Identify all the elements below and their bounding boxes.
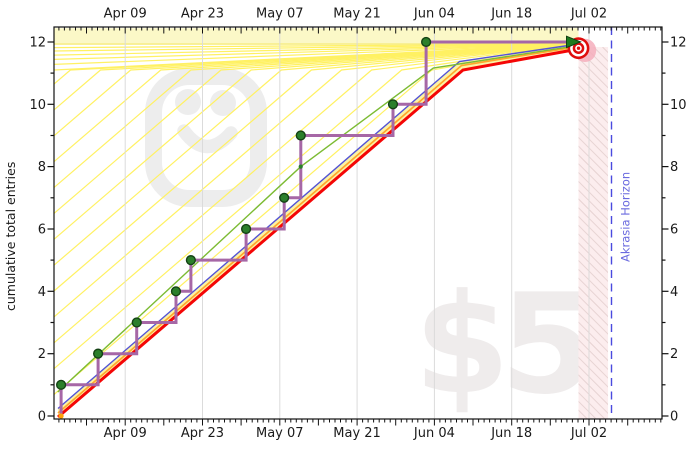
x-axis-label-bottom: Apr 09: [104, 426, 147, 441]
danger-zone-hatch: [578, 207, 609, 239]
danger-zone-hatch: [593, 47, 609, 63]
y-tick-label-right: 6: [670, 222, 678, 237]
x-axis-label-top: Jun 04: [413, 7, 455, 22]
danger-zone-hatch: [578, 145, 609, 177]
y-tick-label-right: 12: [670, 35, 687, 50]
road-guideline: [53, 43, 579, 240]
road-guideline-far: [53, 43, 579, 52]
akrasia-horizon-label: Akrasia Horizon: [619, 172, 633, 262]
goal-arrow-icon: [566, 35, 582, 49]
x-axis-label-top: May 21: [333, 7, 381, 22]
road-guideline: [53, 43, 579, 318]
danger-zone-hatch: [578, 171, 609, 203]
danger-zone-hatch: [578, 75, 609, 107]
bright-red-line: [57, 47, 579, 419]
x-axis-label-top: Apr 23: [181, 7, 224, 22]
datapoint: [131, 317, 142, 328]
danger-zone-hatch: [578, 136, 609, 168]
danger-zone-hatch: [578, 66, 609, 98]
y-tick-label-left: 6: [38, 222, 46, 237]
danger-zone-hatch: [578, 57, 609, 89]
y-tick-label-left: 4: [38, 285, 46, 300]
road-centerline-orange: [57, 45, 579, 414]
y-tick-label-left: 12: [29, 35, 46, 50]
danger-zone-hatch: [578, 189, 609, 221]
road-guideline: [53, 43, 579, 292]
road-guideline: [53, 43, 579, 266]
datapoint: [92, 348, 104, 359]
danger-zone-hatch: [578, 180, 609, 212]
x-axis-label-bottom: Jun 04: [413, 426, 455, 441]
road-guideline-far: [53, 43, 579, 60]
y-tick-label-right: 0: [670, 410, 678, 425]
danger-zone-hatch: [602, 47, 609, 54]
danger-zone-hatch: [578, 391, 606, 419]
intermediate-datapoint: [298, 164, 303, 169]
road-blue-edge: [57, 43, 579, 410]
datapoint: [279, 192, 290, 203]
danger-zone-hatch: [578, 215, 609, 247]
y-tick-label-left: 0: [38, 410, 46, 425]
x-axis-label-bottom: Jul 02: [570, 426, 607, 441]
y-tick-label-left: 2: [38, 347, 46, 362]
danger-zone-hatch: [578, 259, 609, 291]
road-guideline: [53, 43, 579, 189]
safe-zone-band: [54, 28, 579, 44]
x-axis-label-top: Jul 02: [570, 7, 607, 22]
y-tick-label-left: 10: [29, 98, 46, 113]
x-axis-label-bottom: Jun 18: [490, 426, 532, 441]
datapoint: [55, 379, 67, 390]
trend-line: [57, 44, 579, 393]
datapoint: [240, 223, 252, 235]
data-step-line: [59, 40, 570, 416]
road-guideline-far: [53, 43, 579, 71]
danger-zone-hatch: [578, 83, 609, 115]
datapoint: [170, 286, 182, 297]
danger-zone-hatch: [578, 154, 609, 186]
start-datapoint: [58, 413, 64, 419]
logo-watermark-outline: [145, 68, 267, 207]
plot-border: [53, 26, 663, 420]
y-axis-title: cumulative total entries: [3, 162, 18, 311]
road-guideline-far: [53, 43, 579, 56]
y-tick-label-right: 4: [670, 285, 678, 300]
road-guideline-far: [53, 43, 579, 65]
datapoint: [295, 130, 306, 141]
x-axis-label-bottom: May 21: [333, 426, 381, 441]
logo-watermark-right-eye: [210, 90, 236, 116]
x-axis-label-bottom: Apr 23: [181, 426, 224, 441]
danger-zone-hatch: [578, 330, 609, 362]
y-tick-label-left: 8: [38, 160, 46, 175]
danger-zone-hatch: [578, 339, 609, 371]
pledge-watermark: $5: [414, 264, 587, 425]
road-guideline: [53, 43, 579, 344]
datapoint: [387, 99, 399, 110]
datapoint: [185, 255, 196, 266]
danger-zone-hatch: [578, 92, 609, 124]
logo-watermark-smile: [177, 124, 238, 154]
bullseye: [576, 46, 581, 50]
y-tick-label-right: 2: [670, 347, 678, 362]
x-axis-label-top: May 07: [256, 7, 304, 22]
danger-zone-hatch: [578, 224, 609, 256]
danger-zone-hatch: [578, 110, 609, 142]
danger-zone-hatch: [578, 303, 609, 335]
x-axis-label-bottom: May 07: [256, 426, 304, 441]
danger-zone-hatch: [578, 400, 597, 419]
road-guideline: [53, 43, 579, 214]
y-tick-label-right: 10: [670, 98, 687, 113]
danger-zone-hatch: [578, 347, 609, 379]
logo-watermark-left-eye: [175, 89, 201, 115]
danger-zone-hatch: [578, 101, 609, 133]
danger-zone-hatch: [578, 119, 609, 151]
datapoint: [421, 36, 432, 48]
y-tick-label-right: 8: [670, 160, 678, 175]
x-axis-label-top: Apr 09: [104, 7, 147, 22]
x-axis-label-top: Jun 18: [490, 7, 532, 22]
